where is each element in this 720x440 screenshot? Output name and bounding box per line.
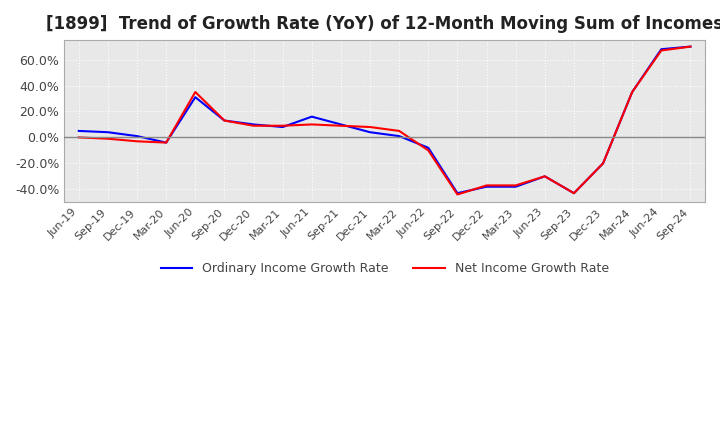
Ordinary Income Growth Rate (191, 95, 199, 100)
Net Income Growth Rate (482, 183, 491, 188)
Net Income Growth Rate (541, 174, 549, 179)
Ordinary Income Growth Rate (628, 89, 636, 95)
Ordinary Income Growth Rate (74, 128, 83, 134)
Ordinary Income Growth Rate (162, 140, 171, 145)
Net Income Growth Rate (220, 118, 229, 123)
Net Income Growth Rate (132, 139, 141, 144)
Net Income Growth Rate (686, 44, 695, 49)
Net Income Growth Rate (570, 191, 578, 196)
Net Income Growth Rate (74, 135, 83, 140)
Ordinary Income Growth Rate (511, 184, 520, 189)
Net Income Growth Rate (162, 140, 171, 145)
Ordinary Income Growth Rate (337, 122, 346, 127)
Title: [1899]  Trend of Growth Rate (YoY) of 12-Month Moving Sum of Incomes: [1899] Trend of Growth Rate (YoY) of 12-… (46, 15, 720, 33)
Net Income Growth Rate (453, 192, 462, 197)
Ordinary Income Growth Rate (424, 145, 433, 150)
Legend: Ordinary Income Growth Rate, Net Income Growth Rate: Ordinary Income Growth Rate, Net Income … (156, 257, 613, 280)
Ordinary Income Growth Rate (657, 47, 665, 52)
Ordinary Income Growth Rate (570, 191, 578, 196)
Ordinary Income Growth Rate (599, 161, 608, 166)
Net Income Growth Rate (279, 123, 287, 128)
Net Income Growth Rate (337, 123, 346, 128)
Ordinary Income Growth Rate (482, 184, 491, 189)
Net Income Growth Rate (366, 125, 374, 130)
Ordinary Income Growth Rate (395, 133, 403, 139)
Ordinary Income Growth Rate (279, 125, 287, 130)
Net Income Growth Rate (424, 148, 433, 153)
Ordinary Income Growth Rate (249, 122, 258, 127)
Net Income Growth Rate (511, 183, 520, 188)
Net Income Growth Rate (307, 122, 316, 127)
Ordinary Income Growth Rate (132, 133, 141, 139)
Net Income Growth Rate (191, 89, 199, 95)
Line: Ordinary Income Growth Rate: Ordinary Income Growth Rate (78, 47, 690, 193)
Ordinary Income Growth Rate (686, 44, 695, 49)
Net Income Growth Rate (104, 136, 112, 141)
Net Income Growth Rate (599, 161, 608, 166)
Ordinary Income Growth Rate (220, 118, 229, 123)
Ordinary Income Growth Rate (104, 129, 112, 135)
Net Income Growth Rate (395, 128, 403, 134)
Net Income Growth Rate (657, 48, 665, 53)
Line: Net Income Growth Rate: Net Income Growth Rate (78, 47, 690, 194)
Ordinary Income Growth Rate (453, 191, 462, 196)
Ordinary Income Growth Rate (307, 114, 316, 119)
Ordinary Income Growth Rate (541, 174, 549, 179)
Net Income Growth Rate (628, 89, 636, 95)
Ordinary Income Growth Rate (366, 129, 374, 135)
Net Income Growth Rate (249, 123, 258, 128)
